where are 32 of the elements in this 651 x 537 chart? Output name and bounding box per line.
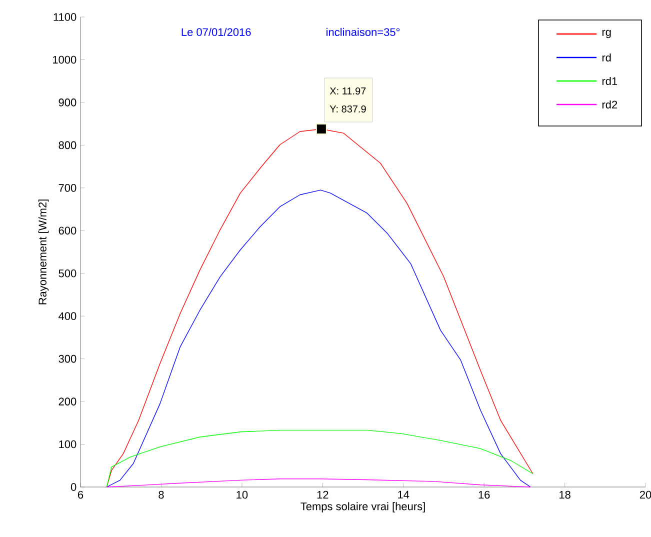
x-tick-label: 16 [478, 490, 490, 499]
legend-label: rd [602, 53, 611, 62]
x-tick-label: 6 [78, 490, 84, 499]
x-tick-label: 18 [560, 490, 570, 499]
text: Le 07/01/2016 [182, 28, 251, 36]
x-tick-label: 10 [236, 490, 248, 499]
y-tick-label: 1000 [53, 56, 76, 64]
y-tick-label: 400 [58, 312, 76, 320]
y-tick-label: 200 [58, 398, 76, 406]
y-tick-label: 600 [58, 226, 76, 235]
x-tick-label: 12 [317, 490, 328, 499]
y-axis-title: Rayonnement [W/m2] [38, 200, 49, 304]
legend-label: rg [602, 30, 611, 38]
annotation: X: 11.97 [330, 87, 366, 95]
x-tick-label: 14 [398, 490, 410, 498]
y-tick-label: 100 [59, 440, 76, 448]
x-axis-title: Temps solaire vrai [heurs] [300, 502, 425, 512]
y-tick-label: 1100 [54, 13, 76, 21]
y-tick-label: 800 [58, 141, 76, 150]
legend-label: rd2 [602, 100, 618, 109]
y-tick-label: 500 [58, 269, 76, 278]
y-tick-label: 700 [58, 184, 76, 192]
annotation: Y: 837.9 [330, 105, 366, 113]
y-tick-label: 900 [58, 98, 76, 106]
text: inclinaison=35° [326, 28, 400, 36]
x-tick-label: 20 [640, 490, 651, 499]
line-series [106, 190, 531, 488]
legend-label: rd1 [602, 76, 618, 86]
x-tick-label: 8 [158, 490, 164, 499]
y-tick-label: 300 [58, 354, 76, 363]
y-tick-label: 0 [70, 483, 76, 491]
line-series [106, 478, 531, 488]
